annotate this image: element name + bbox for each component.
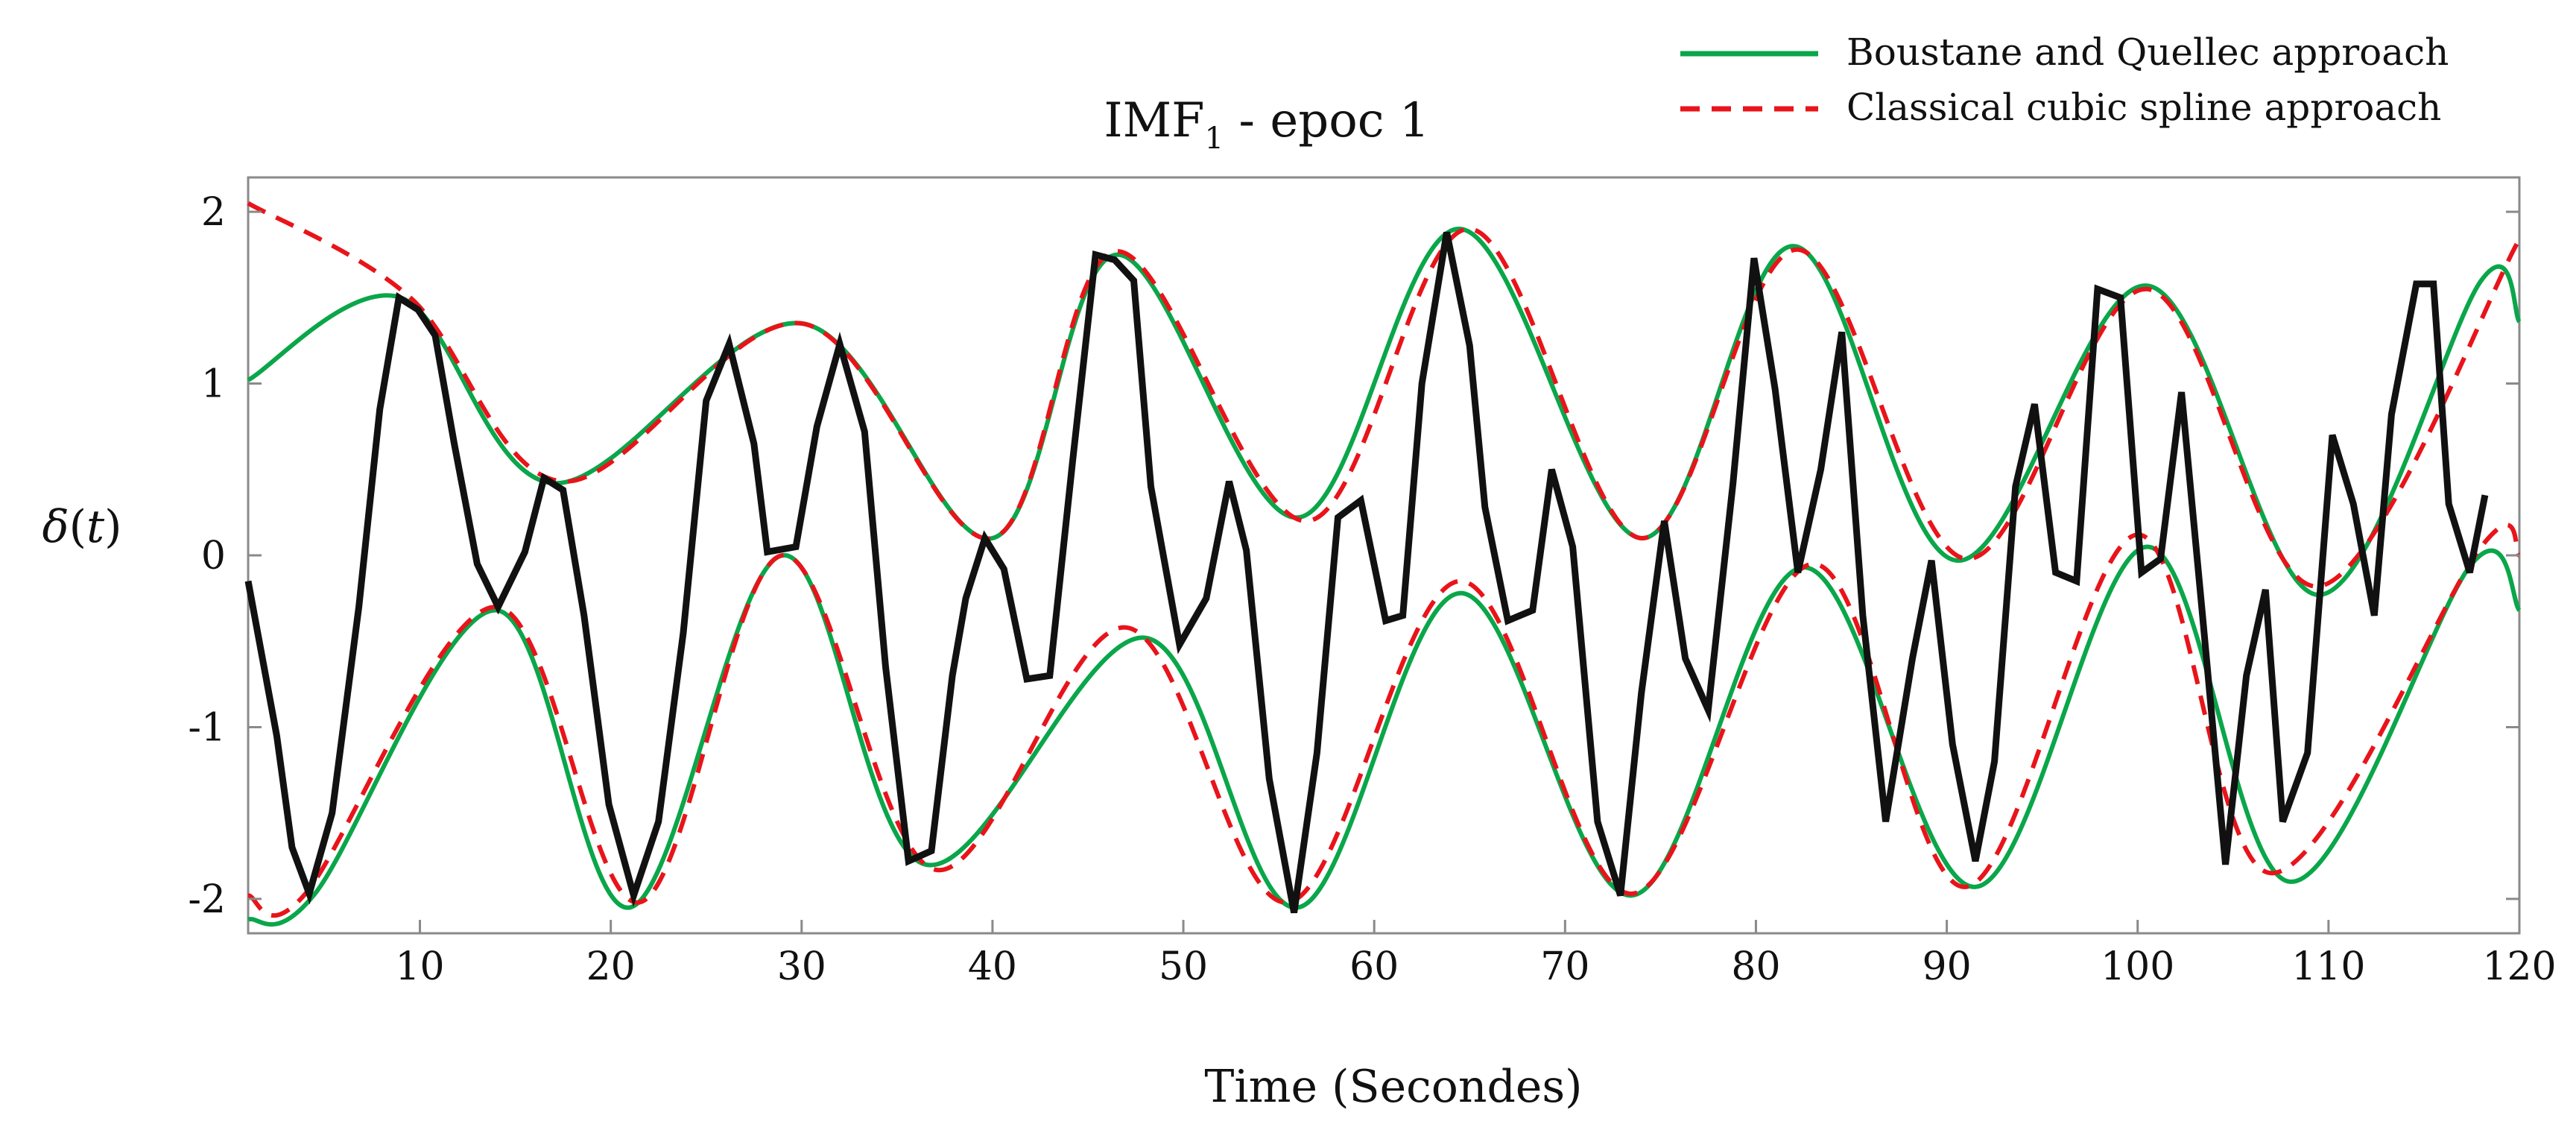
x-tick-label: 50 (1159, 944, 1208, 989)
series-line-boustane-and-quellec-approach-upper-envelope (247, 227, 2522, 598)
x-tick-label: 110 (2291, 944, 2365, 989)
x-tick-label: 100 (2101, 944, 2174, 989)
x-tick-label: 60 (1349, 944, 1399, 989)
x-tick-label: 20 (586, 944, 636, 989)
x-tick-label: 70 (1540, 944, 1589, 989)
y-tick-label: 2 (201, 190, 226, 235)
chart-title-subscript: 1 (1205, 122, 1224, 156)
x-tick-label: 10 (395, 944, 444, 989)
y-tick-label: 0 (201, 534, 226, 578)
y-tick-label: -2 (188, 877, 226, 922)
series-line-boustane-and-quellec-approach-lower-envelope (247, 544, 2522, 927)
series-line-signal (244, 231, 2489, 914)
x-tick-label: 30 (777, 944, 826, 989)
y-tick-label: -1 (188, 705, 226, 750)
series-line-classical-cubic-spline-approach-upper-envelope (247, 201, 2522, 589)
chart-title: IMF1 - epoc 1 (1104, 93, 1429, 156)
series-layer (244, 201, 2522, 927)
y-tick-label: 1 (201, 362, 226, 407)
legend-label-classical: Classical cubic spline approach (1846, 86, 2441, 129)
series-line-classical-cubic-spline-approach-lower-envelope (247, 523, 2522, 918)
y-axis-label: δ(t) (42, 501, 121, 553)
legend-label-boustane: Boustane and Quellec approach (1846, 31, 2449, 74)
x-tick-label: 90 (1922, 944, 1972, 989)
x-axis-label: Time (Secondes) (1204, 1061, 1582, 1113)
legend: Boustane and Quellec approach Classical … (1680, 31, 2449, 129)
x-tick-label: 80 (1731, 944, 1780, 989)
x-tick-label: 40 (968, 944, 1017, 989)
chart-title-suffix: - epoc 1 (1224, 93, 1430, 148)
x-tick-label: 120 (2482, 944, 2556, 989)
